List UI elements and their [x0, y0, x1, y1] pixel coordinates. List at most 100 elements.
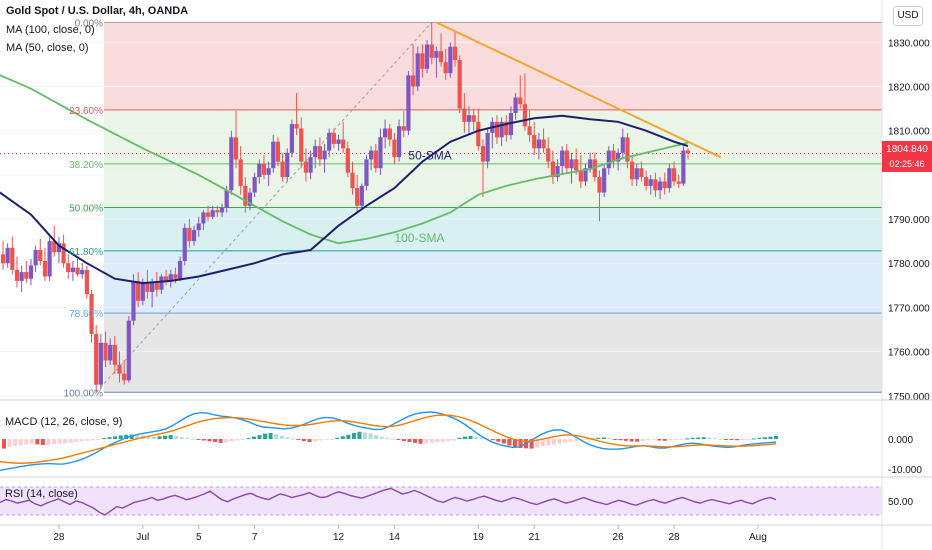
candle-body [415, 53, 420, 87]
sma50-line [0, 114, 689, 285]
candle-body [606, 150, 611, 169]
current-price-tag: 1804.840 02:25:46 [882, 141, 932, 172]
candle-body [187, 227, 192, 242]
fib-label-38-2: 38.20% [69, 160, 103, 171]
candle-body [126, 320, 131, 381]
macd-histogram-bar [307, 439, 312, 442]
rsi-band [0, 487, 882, 515]
sma50-label: 50-SMA [408, 148, 451, 162]
time-tick-label: 14 [389, 532, 401, 543]
price-tick-label: 1810.000 [888, 127, 930, 138]
ma50-legend[interactable]: MA (50, close, 0) [6, 42, 89, 54]
macd-histogram-bar [124, 434, 129, 439]
macd-histogram-bar [163, 435, 168, 439]
macd-histogram-bar [574, 439, 579, 441]
candle-body [630, 161, 635, 180]
macd-histogram-bar [335, 437, 340, 439]
fib-label-78-6: 78.60% [69, 309, 103, 320]
macd-histogram-bar [7, 439, 12, 447]
candle-body [364, 159, 369, 186]
macd-histogram-bar [396, 439, 401, 440]
fib-diagonal-line [95, 22, 433, 393]
candle-body [303, 161, 308, 173]
macd-histogram-bar [2, 439, 6, 449]
candle-body [546, 148, 551, 162]
macd-histogram-bar [174, 436, 179, 439]
candle-body [383, 128, 388, 138]
macd-histogram-bar [679, 439, 684, 440]
candle-body [494, 121, 500, 138]
trendline[interactable] [435, 21, 722, 159]
fibonacci-diagonal [95, 22, 433, 393]
macd-histogram-bar [440, 439, 445, 442]
macd-histogram-bar [107, 437, 112, 439]
macd-histogram-bar [479, 437, 484, 439]
candle-body [602, 168, 607, 193]
macd-histogram-bar [240, 439, 245, 440]
macd-histogram-bar [462, 436, 467, 439]
macd-histogram-bar [707, 437, 712, 439]
fib-zone [104, 163, 882, 208]
macd-histogram-bar [135, 435, 140, 439]
candle-body [466, 115, 472, 122]
macd-histogram-bar [768, 436, 773, 439]
candle-body [443, 62, 448, 74]
fib-zone [104, 313, 882, 393]
candle-body [252, 177, 257, 193]
macd-pane: 0.000 -10.000 [0, 411, 922, 476]
macd-histogram-bar [646, 439, 651, 441]
candle-body [667, 168, 672, 189]
macd-histogram-bar [318, 439, 323, 441]
macd-histogram-bar [712, 438, 717, 440]
macd-histogram-bar [535, 439, 540, 448]
time-axis[interactable]: 28 Jul 5 7 12 14 19 21 26 28 Aug [53, 525, 767, 543]
candle-body [14, 269, 20, 281]
macd-histogram-bar [129, 434, 134, 439]
macd-histogram-bar [474, 436, 479, 439]
candle-body [261, 163, 267, 175]
macd-tick-label: 0.000 [888, 435, 913, 446]
macd-histogram-bar [624, 439, 629, 441]
candle-body [229, 137, 234, 191]
candle-body [522, 104, 528, 127]
candle-body [103, 342, 108, 361]
macd-histogram-bar [329, 439, 334, 440]
fib-label-23-6: 23.60% [69, 106, 103, 117]
macd-histogram-bar [296, 439, 301, 440]
candle-body [387, 128, 392, 140]
macd-histogram-bar [496, 439, 501, 442]
macd-histogram-bar [57, 439, 62, 444]
macd-histogram-bar [179, 436, 184, 439]
candle-body [429, 44, 434, 58]
candle-body [145, 283, 150, 292]
macd-histogram-bar [501, 439, 506, 444]
macd-histogram-bar [585, 439, 590, 440]
currency-button[interactable]: USD [893, 6, 923, 26]
fib-zone [104, 207, 882, 251]
price-tick-label: 1770.000 [888, 303, 930, 314]
macd-histogram-bar [218, 439, 223, 443]
macd-histogram-bar [457, 437, 462, 439]
macd-histogram-bar [385, 437, 390, 439]
macd-histogram-bar [735, 439, 740, 441]
macd-histogram-bar [607, 438, 612, 440]
macd-histogram-bar [207, 439, 212, 442]
macd-histogram-bar [446, 439, 451, 442]
candle-body [233, 137, 239, 160]
candle-body [634, 168, 639, 180]
candle-body [131, 280, 136, 321]
candle-body [369, 150, 374, 160]
candle-body [313, 146, 318, 158]
candle-body [271, 141, 276, 169]
macd-histogram-bar [579, 439, 584, 441]
candle-body [70, 267, 75, 273]
macd-histogram-bar [685, 438, 690, 440]
descending-trendline [435, 21, 722, 159]
ma100-legend[interactable]: MA (100, close, 0) [6, 24, 95, 36]
candle-body [257, 163, 262, 178]
macd-histogram-bar [351, 433, 356, 439]
macd-histogram-bar [101, 438, 106, 440]
time-tick-label: 12 [333, 532, 345, 543]
